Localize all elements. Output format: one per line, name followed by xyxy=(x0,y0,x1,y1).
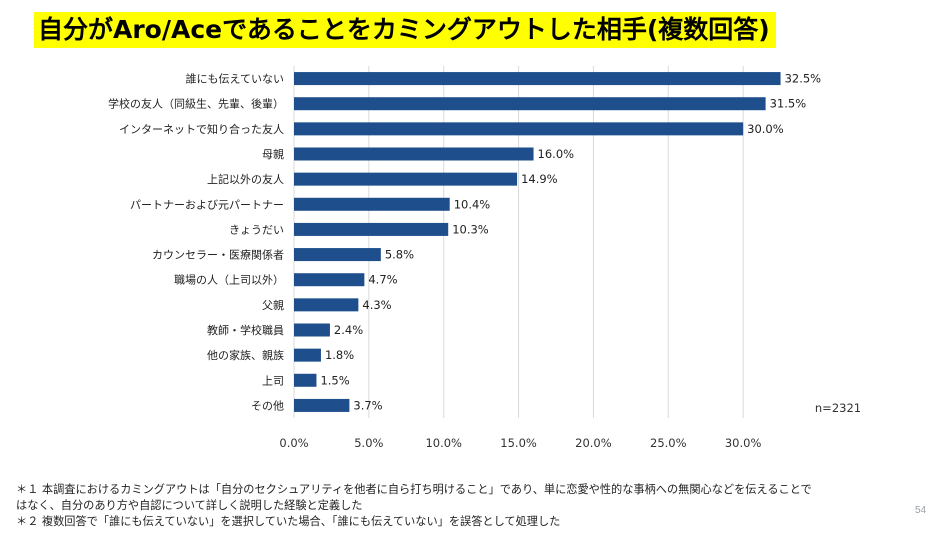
bar xyxy=(294,248,381,262)
bar xyxy=(294,323,330,337)
category-label: 父親 xyxy=(262,299,284,312)
bar xyxy=(294,273,365,287)
value-label: 4.3% xyxy=(362,298,391,312)
value-label: 10.4% xyxy=(454,197,491,211)
value-label: 2.4% xyxy=(334,323,363,337)
x-tick-label: 5.0% xyxy=(354,436,383,450)
value-label: 16.0% xyxy=(538,147,575,161)
bar xyxy=(294,298,359,312)
value-label: 32.5% xyxy=(785,72,822,86)
value-label: 10.3% xyxy=(452,222,489,236)
value-label: 5.8% xyxy=(385,248,414,262)
footnote-2: ＊２ 複数回答で「誰にも伝えていない」を選択していた場合、「誰にも伝えていない」… xyxy=(16,515,561,528)
x-tick-label: 30.0% xyxy=(725,436,762,450)
value-label: 14.9% xyxy=(521,172,558,186)
bar xyxy=(294,122,744,136)
category-label: 職場の人（上司以外） xyxy=(174,274,284,287)
gridlines xyxy=(293,66,744,418)
category-label: 他の家族、親族 xyxy=(207,348,284,362)
x-tick-label: 15.0% xyxy=(500,436,537,450)
bar xyxy=(294,147,534,161)
bar xyxy=(294,348,321,362)
category-label: その他 xyxy=(251,399,284,412)
x-axis-tick-labels: 0.0% 5.0% 10.0% 15.0% 20.0% 25.0% 30.0% xyxy=(279,436,761,450)
bar xyxy=(294,172,518,186)
sample-size-annotation: n=2321 xyxy=(815,401,861,415)
value-label: 1.5% xyxy=(320,373,349,387)
category-label: 上司 xyxy=(262,374,284,387)
value-label: 30.0% xyxy=(747,122,784,136)
category-label: カウンセラー・医療関係者 xyxy=(152,248,284,262)
x-tick-label: 25.0% xyxy=(650,436,687,450)
bar xyxy=(294,373,317,387)
title-area: 自分がAro/Aceであることをカミングアウトした相手(複数回答) xyxy=(34,12,776,48)
category-label: 母親 xyxy=(262,148,284,161)
value-label: 3.7% xyxy=(353,398,382,412)
value-label: 4.7% xyxy=(368,273,397,287)
category-label: 学校の友人（同級生、先輩、後輩） xyxy=(108,97,284,111)
category-label: パートナーおよび元パートナー xyxy=(130,198,284,211)
value-label: 31.5% xyxy=(770,97,807,111)
bars xyxy=(294,72,781,412)
x-tick-label: 10.0% xyxy=(425,436,462,450)
category-label: インターネットで知り合った友人 xyxy=(119,122,284,136)
value-labels: 32.5% 31.5% 30.0% 16.0% 14.9% 10.4% 10.3% 5.8% 4… xyxy=(320,72,821,413)
value-label: 1.8% xyxy=(325,348,354,362)
x-tick-label: 20.0% xyxy=(575,436,612,450)
category-label: 上記以外の友人 xyxy=(207,172,284,186)
bar xyxy=(294,398,350,412)
bar xyxy=(294,222,449,236)
x-tick-label: 0.0% xyxy=(279,436,308,450)
footnote-1-continued: はなく、自分のあり方や自認について詳しく説明した経験と定義した xyxy=(16,499,363,512)
chart-title: 自分がAro/Aceであることをカミングアウトした相手(複数回答) xyxy=(34,12,776,48)
category-label: 教師・学校職員 xyxy=(207,323,284,337)
category-label: 誰にも伝えていない xyxy=(186,72,284,86)
page-number: 54 xyxy=(915,505,927,516)
bar xyxy=(294,97,766,111)
footnote-1: ＊１ 本調査におけるカミングアウトは「自分のセクシュアリティを他者に自ら打ち明け… xyxy=(16,483,812,496)
bar xyxy=(294,197,450,211)
category-label: きょうだい xyxy=(229,223,284,236)
footnotes: ＊１ 本調査におけるカミングアウトは「自分のセクシュアリティを他者に自ら打ち明け… xyxy=(16,482,916,530)
bar xyxy=(294,72,781,86)
